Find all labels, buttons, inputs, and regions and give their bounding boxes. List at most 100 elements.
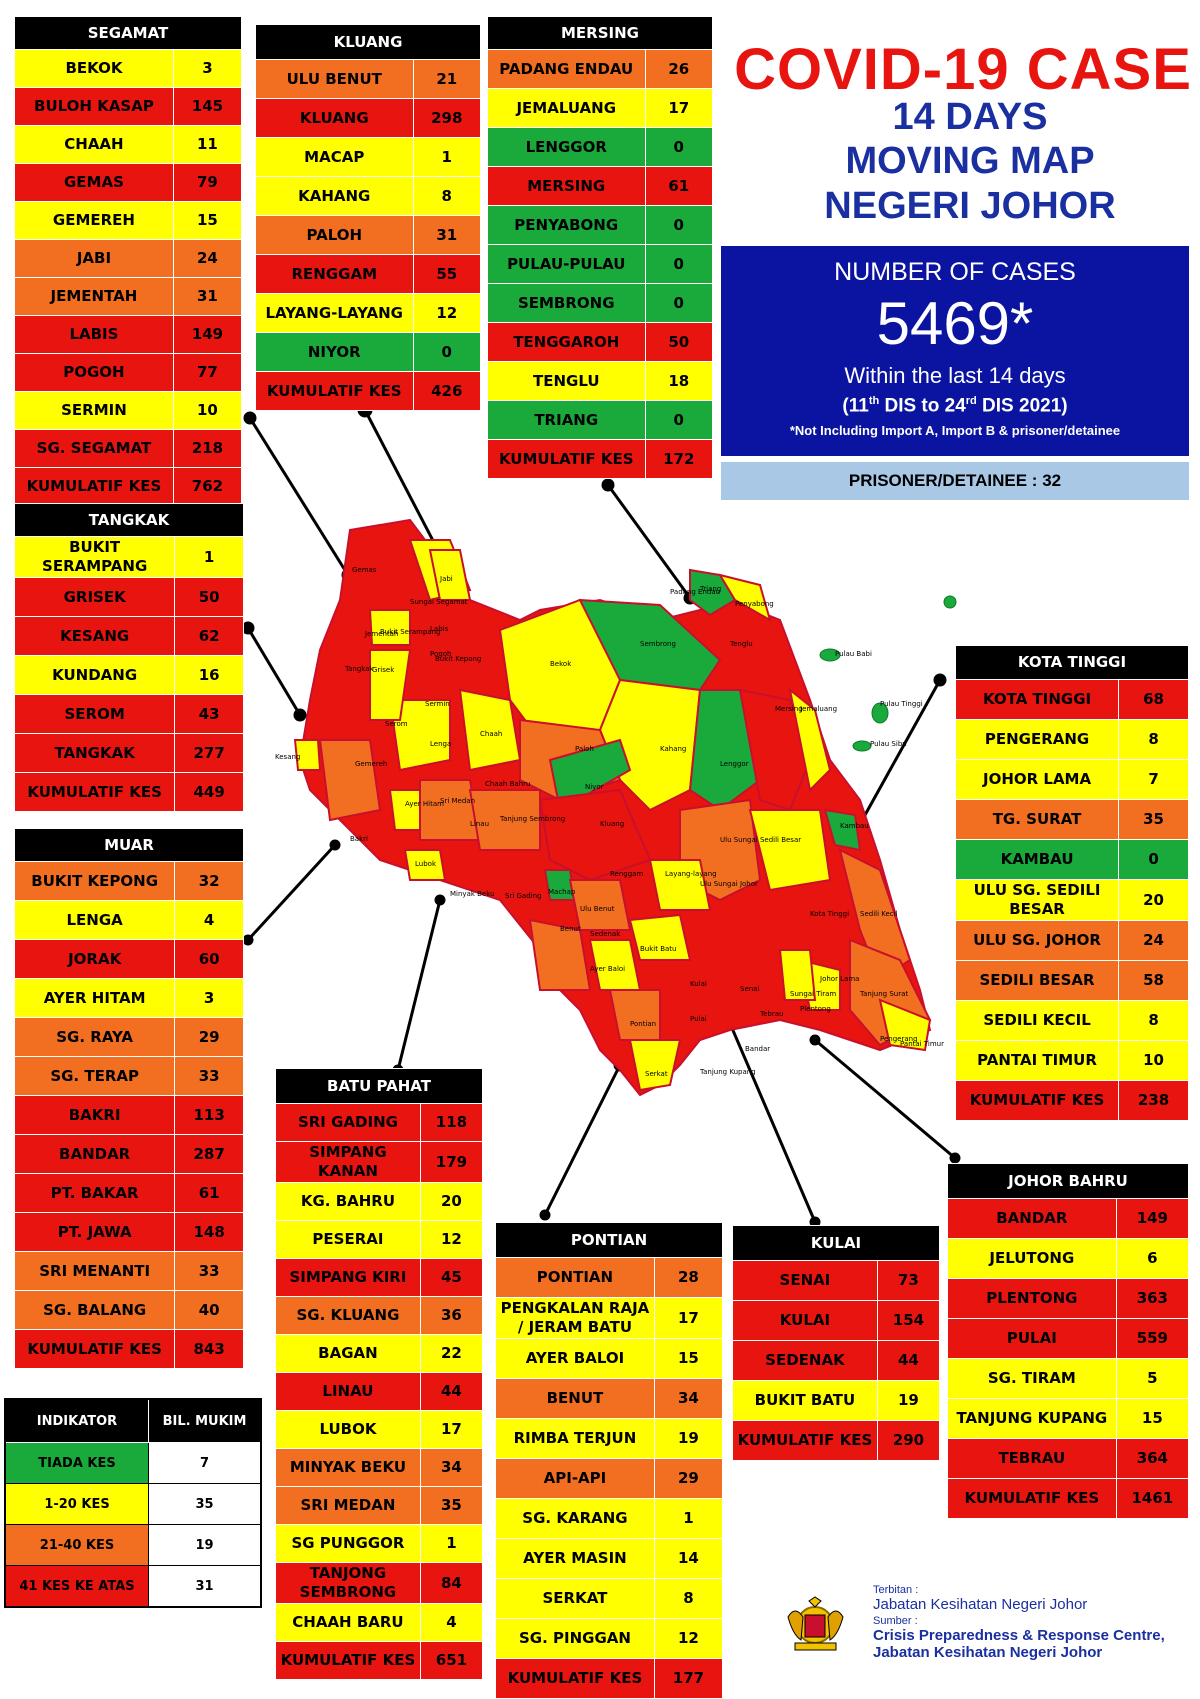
table-row: LABIS 149: [14, 315, 243, 354]
table-row: TENGLU 18: [487, 361, 713, 401]
mukim-name: KUMULATIF KES: [275, 1641, 421, 1680]
table-row: SRI GADING 118: [275, 1103, 484, 1142]
table-row: SG. KARANG 1: [495, 1498, 724, 1539]
case-count: 12: [653, 1618, 724, 1659]
table-body: PONTIAN 28 PENGKALAN RAJA / JERAM BATU 17 AY…: [495, 1257, 724, 1699]
mukim-name: JORAK: [13, 939, 176, 979]
table-row: SG. BALANG 40: [13, 1290, 244, 1330]
case-count: 34: [419, 1448, 484, 1487]
case-count: 58: [1118, 960, 1189, 1001]
table-row: PT. BAKAR 61: [13, 1173, 244, 1213]
map-region-ayer-hitam: [388, 789, 421, 831]
case-count: 3: [174, 978, 244, 1018]
summary-note: *Not Including Import A, Import B & pris…: [789, 423, 1121, 439]
table-row: KAHANG 8: [255, 176, 481, 216]
case-count: 5: [1115, 1358, 1190, 1399]
case-count: 36: [419, 1296, 484, 1335]
table-row: PT. JAWA 148: [13, 1212, 244, 1252]
table-row: TRIANG 0: [487, 400, 713, 440]
table-batu-pahat: BATU PAHAT SRI GADING 118 SIMPANG KANAN 179…: [275, 1068, 484, 1680]
case-count: 7: [1118, 759, 1189, 800]
mukim-name: BUKIT BATU: [732, 1380, 878, 1421]
mukim-name: JABI: [14, 239, 174, 278]
mukim-name: SG PUNGGOR: [275, 1524, 421, 1563]
case-count: 0: [644, 283, 713, 323]
case-count: 79: [172, 163, 243, 202]
map-region-pengerang: [878, 998, 932, 1052]
table-title: SEGAMAT: [14, 16, 242, 50]
table-row: TEBRAU 364: [947, 1438, 1190, 1479]
table-title: BATU PAHAT: [275, 1068, 483, 1104]
mukim-name: TANJONG SEMBRONG: [275, 1562, 421, 1604]
table-row: LAYANG-LAYANG 12: [255, 293, 481, 333]
mukim-name: PANTAI TIMUR: [954, 1040, 1120, 1081]
map-region-layang: [648, 859, 712, 911]
legend-row: 1-20 KES 35: [4, 1483, 262, 1525]
mukim-name: ULU BENUT: [255, 59, 414, 99]
mukim-name: SENAI: [732, 1260, 878, 1301]
table-body: BUKIT KEPONG 32 LENGA 4 JORAK 60 AYER HITAM 3 SG…: [13, 861, 244, 1369]
table-row: SRI MEDAN 35: [275, 1486, 484, 1525]
case-count: 43: [174, 694, 244, 734]
mukim-name: KESANG: [13, 616, 176, 656]
mukim-name: TENGLU: [487, 361, 646, 401]
mukim-name: LAYANG-LAYANG: [255, 293, 414, 333]
case-count: 17: [419, 1410, 484, 1449]
mukim-name: LABIS: [14, 315, 174, 354]
case-count: 21: [412, 59, 481, 99]
table-row: MERSING 61: [487, 166, 713, 206]
case-count: 0: [412, 332, 481, 372]
mukim-name: SG. TERAP: [13, 1056, 176, 1096]
case-count: 843: [174, 1329, 244, 1369]
table-kluang: KLUANG ULU BENUT 21 KLUANG 298 MACAP 1 KAHANG 8…: [255, 24, 481, 411]
mukim-name: PALOH: [255, 215, 414, 255]
case-count: 31: [412, 215, 481, 255]
table-title: KOTA TINGGI: [955, 645, 1189, 680]
legend-indicator: 1-20 KES: [4, 1483, 149, 1525]
mukim-name: BAKRI: [13, 1095, 176, 1135]
map-region-serkat: [628, 1039, 682, 1092]
table-row: ULU SG. JOHOR 24: [954, 920, 1189, 961]
case-count: 33: [174, 1056, 244, 1096]
table-row: LENGGOR 0: [487, 127, 713, 167]
map-region-jabi: [428, 549, 472, 601]
map-region-kesang: [293, 739, 322, 771]
mukim-name: PT. BAKAR: [13, 1173, 176, 1213]
table-title: TANGKAK: [14, 503, 244, 537]
mukim-name: SG. KLUANG: [275, 1296, 421, 1335]
mukim-name: MINYAK BEKU: [275, 1448, 421, 1487]
case-count: 34: [653, 1378, 724, 1419]
table-row: LENGA 4: [13, 900, 244, 940]
map-region-kluang: [538, 788, 652, 882]
case-count: 40: [174, 1290, 244, 1330]
table-row: MACAP 1: [255, 137, 481, 177]
mukim-name: GRISEK: [13, 577, 176, 617]
case-count: 4: [174, 900, 244, 940]
table-row: KUMULATIF KES 172: [487, 439, 713, 479]
summary-label: NUMBER OF CASES: [834, 258, 1076, 286]
page-title: COVID-19 CASE: [734, 37, 1192, 102]
case-count: 44: [876, 1340, 941, 1381]
table-row: PENGKALAN RAJA / JERAM BATU 17: [495, 1297, 724, 1339]
case-count: 118: [419, 1103, 484, 1142]
case-count: 149: [1115, 1198, 1190, 1239]
map-region-pontian: [608, 989, 661, 1041]
case-count: 18: [644, 361, 713, 401]
summary-box: NUMBER OF CASES 5469* Within the last 14…: [721, 246, 1189, 456]
map-region-ulu-benut: [568, 879, 632, 931]
legend-indicator: 21-40 KES: [4, 1524, 149, 1566]
table-row: CHAAH BARU 4: [275, 1603, 484, 1642]
case-count: 0: [644, 127, 713, 167]
map-region-chaah: [458, 688, 522, 772]
table-row: GRISEK 50: [13, 577, 244, 617]
case-count: 154: [876, 1300, 941, 1341]
table-row: BULOH KASAP 145: [14, 87, 243, 126]
mukim-name: MERSING: [487, 166, 646, 206]
table-row: KUMULATIF KES 651: [275, 1641, 484, 1680]
mukim-name: KUMULATIF KES: [487, 439, 646, 479]
map-region-sg-tiram: [778, 949, 817, 1001]
table-body: SENAI 73 KULAI 154 SEDENAK 44 BUKIT BATU 19 KUMU…: [732, 1260, 941, 1461]
mukim-name: SERMIN: [14, 391, 174, 430]
case-count: 50: [644, 322, 713, 362]
case-count: 148: [174, 1212, 244, 1252]
